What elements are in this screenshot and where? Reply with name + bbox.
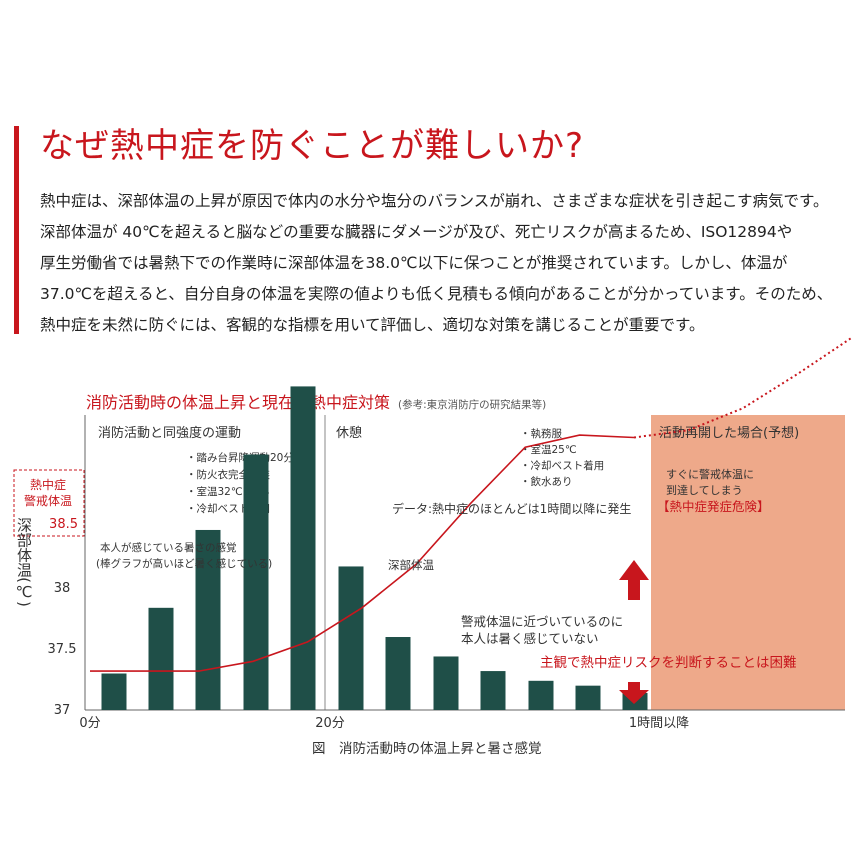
bar	[148, 607, 174, 710]
paragraph-line: 深部体温が 40℃を超えると脳などの重要な臓器にダメージが及び、死亡リスクが高ま…	[40, 223, 793, 241]
warning-label: 熱中症	[30, 477, 66, 492]
gap-note: 警戒体温に近づいているのに	[461, 614, 623, 629]
condition-item: ・室温25℃	[520, 443, 577, 456]
bar-series-description: (棒グラフが高いほど暑く感じている)	[96, 557, 272, 570]
x-tick-label: 1時間以降	[629, 716, 689, 731]
phase-label-exercise: 消防活動と同強度の運動	[98, 425, 241, 441]
page-title: なぜ熱中症を防ぐことが難しいか?	[40, 126, 585, 166]
bar	[195, 529, 221, 710]
condition-item: ・飲水あり	[520, 475, 573, 488]
arrow-up-icon	[619, 560, 649, 600]
condition-item: ・執務服	[520, 427, 562, 440]
bar	[385, 637, 411, 710]
bar	[480, 671, 506, 710]
chart-title-note: (参考:東京消防庁の研究結果等)	[398, 399, 547, 411]
bar	[290, 386, 316, 710]
y-tick-label: 37	[54, 703, 71, 718]
risk-note: 到達してしまう	[666, 484, 743, 497]
y-axis-label: 深部体温(℃)	[15, 517, 33, 607]
intro-paragraph: 熱中症は、深部体温の上昇が原因で体内の水分や塩分のバランスが崩れ、さまざまな症状…	[40, 186, 840, 341]
risk-note: すぐに警戒体温に	[666, 467, 754, 481]
risk-label: 【熱中症発症危険】	[657, 499, 770, 514]
warning-label: 警戒体温	[24, 493, 72, 508]
core-temperature-projection	[633, 336, 853, 439]
heading-accent-bar	[14, 126, 19, 334]
bar	[575, 685, 601, 710]
bar	[101, 673, 127, 710]
paragraph-line: 37.0℃を超えると、自分自身の体温を実際の値よりも低く見積もる傾向があることが…	[40, 285, 833, 303]
phase-label-rest: 休憩	[336, 425, 362, 441]
chart-caption: 図 消防活動時の体温上昇と暑さ感覚	[312, 741, 542, 757]
conclusion-text: 主観で熱中症リスクを判断することは困難	[540, 654, 797, 671]
core-temperature-line	[90, 434, 635, 672]
core-temperature-label: 深部体温	[388, 558, 434, 572]
y-tick-label: 37.5	[48, 642, 77, 657]
warning-threshold-box	[13, 469, 85, 537]
risk-zone	[651, 415, 845, 710]
warning-value: 38.5	[49, 517, 78, 532]
phase-label-resume: 活動再開した場合(予想)	[659, 425, 799, 441]
bar	[243, 454, 269, 710]
bar	[528, 680, 554, 710]
y-tick-label: 38	[54, 581, 71, 596]
paragraph-line: 熱中症は、深部体温の上昇が原因で体内の水分や塩分のバランスが崩れ、さまざまな症状…	[40, 192, 829, 210]
bar	[433, 656, 459, 710]
paragraph-line: 厚生労働省では暑熱下での作業時に深部体温を38.0℃以下に保つことが推奨されてい…	[40, 254, 788, 272]
condition-item: ・踏み台昇降運動20分	[186, 451, 294, 464]
x-tick-label: 20分	[315, 716, 345, 731]
paragraph-line: 熱中症を未然に防ぐには、客観的な指標を用いて評価し、適切な対策を講じることが重要…	[40, 316, 705, 334]
arrow-down-icon	[619, 682, 649, 704]
condition-item: ・冷却ベスト着用	[520, 459, 604, 472]
data-note: データ:熱中症のほとんどは1時間以降に発生	[392, 501, 631, 516]
bar-series-label: 本人が感じている暑さの感覚	[100, 541, 237, 554]
x-tick-label: 0分	[79, 716, 100, 731]
bar	[338, 566, 364, 710]
gap-note: 本人は暑く感じていない	[461, 631, 599, 646]
